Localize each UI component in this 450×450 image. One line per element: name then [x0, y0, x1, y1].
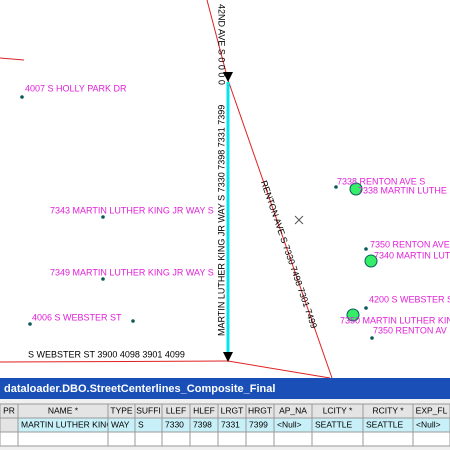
empty-cell	[0, 431, 19, 447]
column-header: TYPE	[110, 405, 133, 415]
address-point	[20, 95, 24, 99]
empty-cell	[412, 431, 450, 447]
empty-cell	[17, 431, 109, 447]
cell-text: <Null>	[277, 419, 302, 429]
map-label: 7350 RENTON AV	[373, 325, 447, 335]
address-point	[364, 306, 368, 310]
map-label: 7349 MARTIN LUTHER KING JR WAY S	[50, 267, 214, 277]
column-header: RCITY *	[372, 405, 404, 415]
map-label: 7338 MARTIN LUTHE	[358, 185, 447, 195]
road	[0, 57, 25, 61]
address-point	[334, 185, 338, 189]
road	[227, 79, 333, 379]
empty-cell	[245, 431, 275, 447]
address-point	[101, 277, 105, 281]
map-label: 7350 MARTIN LUTHER KIN	[340, 315, 450, 325]
highlight-point	[349, 182, 363, 196]
map-label: 42ND AVE S 0 0 0 0	[217, 4, 227, 85]
cell-text: <Null>	[416, 419, 441, 429]
column-header: LRGT	[221, 405, 244, 415]
cell-text: SEATTLE	[315, 419, 352, 429]
cell-text: 7331	[221, 419, 240, 429]
map-label: 4007 S HOLLY PARK DR	[25, 83, 127, 93]
column-header: LLEF	[166, 405, 186, 415]
points	[20, 95, 378, 340]
cell-text: 7399	[249, 419, 268, 429]
map-label: 7343 MARTIN LUTHER KING JR WAY S	[50, 205, 214, 215]
cell-text: S	[138, 419, 144, 429]
column-header: AP_NA	[279, 405, 307, 415]
cell-text: SEATTLE	[366, 419, 403, 429]
window-title: dataloader.DBO.StreetCenterlines_Composi…	[4, 383, 275, 395]
roads	[0, 0, 333, 379]
row-selector[interactable]	[0, 417, 19, 433]
empty-cell	[134, 431, 163, 447]
cell-text: MARTIN LUTHER KING	[21, 419, 113, 429]
empty-cell	[189, 431, 219, 447]
empty-cell	[217, 431, 247, 447]
empty-cell	[311, 431, 364, 447]
column-header: HLEF	[193, 405, 215, 415]
empty-cell	[362, 431, 414, 447]
address-point	[131, 319, 135, 323]
cell-text: 7330	[165, 419, 184, 429]
map-label: 7350 RENTON AVE	[370, 239, 450, 249]
cell-text: 7398	[193, 419, 212, 429]
arrow	[223, 72, 233, 82]
empty-cell	[273, 431, 313, 447]
road	[0, 360, 229, 363]
attribute-table: PR NAME * TYPE SUFFI LLEF HLEF LRGT HRGT AP_NA LC…	[0, 403, 450, 447]
column-header: EXP_FL	[416, 405, 448, 415]
window-title-bar[interactable]	[0, 378, 450, 399]
road	[206, 0, 229, 81]
map-label: 4006 S WEBSTER ST	[32, 312, 122, 322]
road	[227, 360, 331, 379]
cell-text: WAY	[111, 419, 130, 429]
column-header: NAME *	[48, 405, 79, 415]
address-point	[101, 215, 105, 219]
map-label: 4200 S WEBSTER S	[369, 294, 450, 304]
address-point	[364, 247, 368, 251]
empty-cell	[161, 431, 191, 447]
map-label: MARTIN LUTHER KING JR WAY S 7330 7398 73…	[216, 105, 226, 336]
column-header: PR	[3, 405, 15, 415]
address-point	[28, 322, 32, 326]
highlight-point	[364, 254, 378, 268]
cursor-mark	[294, 215, 304, 225]
arrow	[223, 352, 233, 362]
map-label: 7338 RENTON AVE S	[337, 176, 425, 186]
empty-cell	[107, 431, 136, 447]
highlight-point	[346, 308, 360, 322]
column-header: HRGT	[248, 405, 272, 415]
address-point	[370, 336, 374, 340]
map-label: S WEBSTER ST 3900 4098 3901 4099	[28, 349, 185, 359]
column-header: SUFFI	[136, 405, 161, 415]
map-label: 7340 MARTIN LUTH	[374, 250, 450, 260]
column-header: LCITY *	[323, 405, 353, 415]
